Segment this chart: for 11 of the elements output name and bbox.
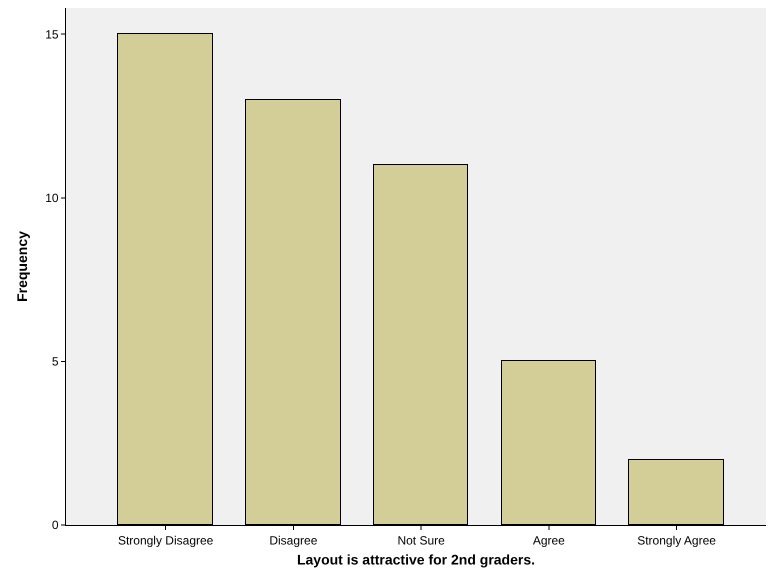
y-tick-label: 15	[45, 27, 59, 42]
x-tick-label: Agree	[532, 533, 566, 548]
x-tick-label: Strongly Disagree	[118, 533, 214, 548]
y-tick-label: 10	[45, 190, 59, 205]
x-tick-label: Not Sure	[397, 533, 446, 548]
y-tick-label: 0	[52, 518, 59, 532]
x-tick-label: Strongly Agree	[637, 533, 716, 548]
x-axis-title: Layout is attractive for 2nd graders.	[296, 552, 536, 568]
x-tick-label: Disagree	[269, 533, 318, 548]
y-axis-title: Frequency	[14, 230, 30, 302]
y-tick-label: 5	[52, 354, 59, 369]
